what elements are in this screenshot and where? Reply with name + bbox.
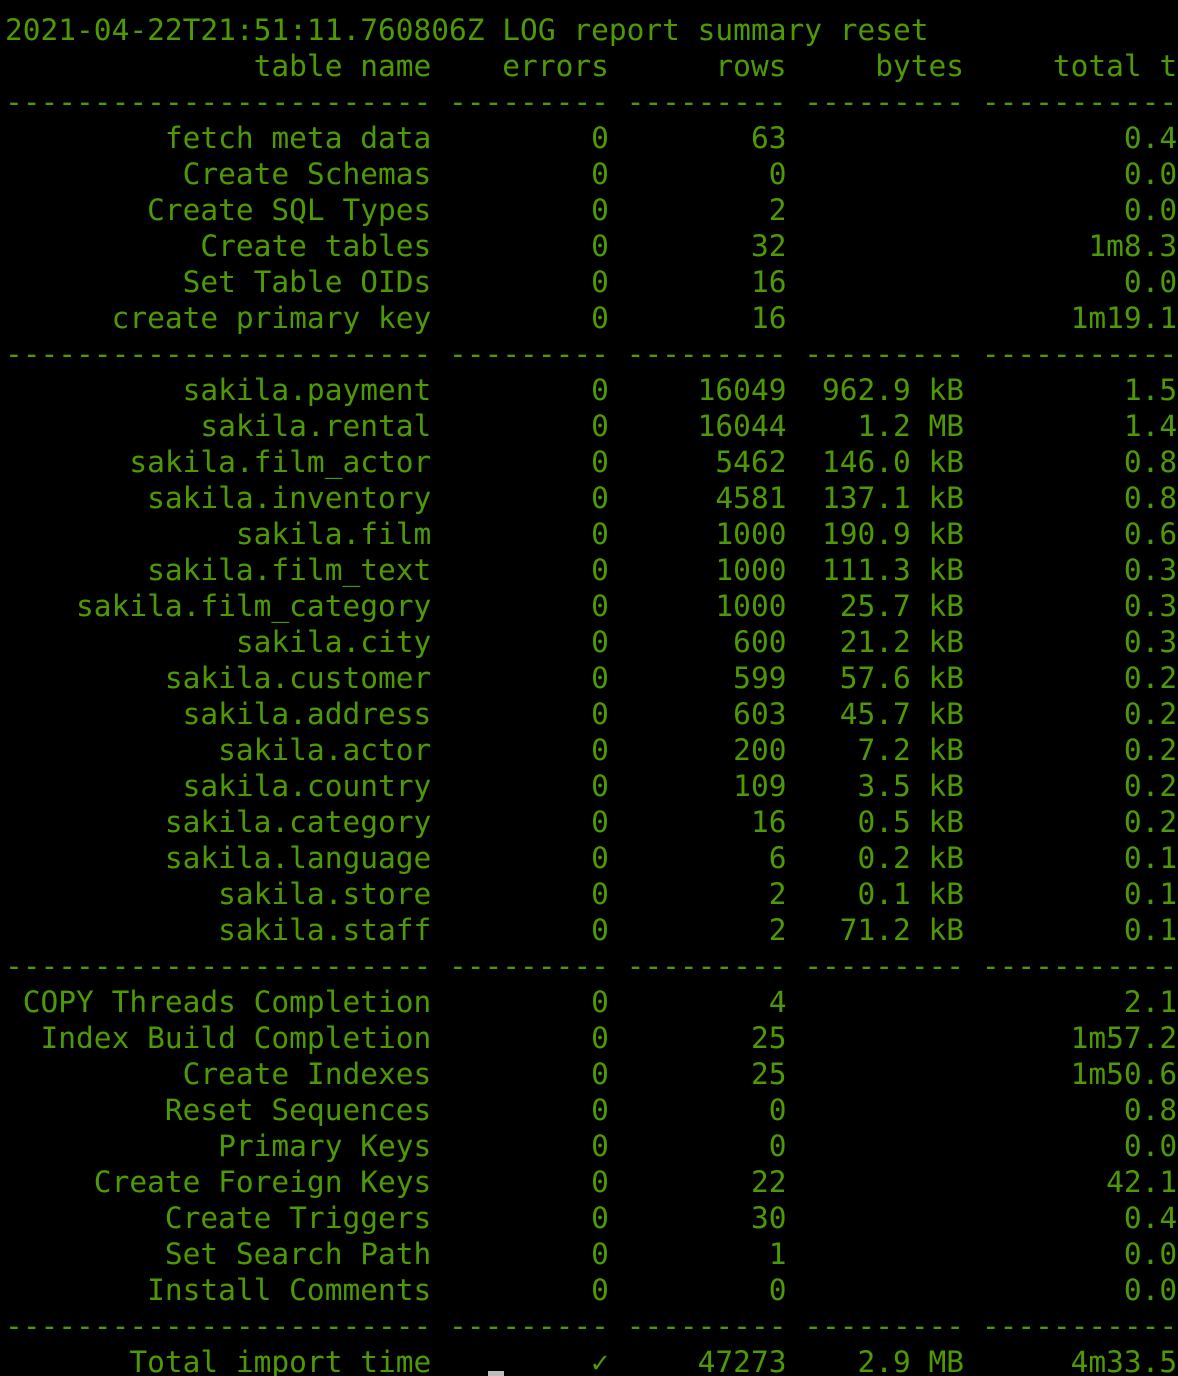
table-row: sakila.film_actor 0 5462 146.0 kB 0.805s (5, 445, 1178, 479)
table-row: Create Foreign Keys 0 22 42.154s (5, 1165, 1178, 1199)
table-row: Create Triggers 0 30 0.414s (5, 1201, 1178, 1235)
table-row: Index Build Completion 0 25 1m57.284s (5, 1021, 1178, 1055)
table-row: sakila.film_text 0 1000 111.3 kB 0.364s (5, 553, 1178, 587)
table-row: COPY Threads Completion 0 4 2.144s (5, 985, 1178, 1019)
table-row: sakila.rental 0 16044 1.2 MB 1.423s (5, 409, 1178, 443)
table-row: Reset Sequences 0 0 0.829s (5, 1093, 1178, 1127)
table-separator: ------------------------ --------- -----… (5, 85, 1178, 119)
table-separator: ------------------------ --------- -----… (5, 1309, 1178, 1343)
table-row: sakila.film 0 1000 190.9 kB 0.662s (5, 517, 1178, 551)
table-row: Total import time ✓ 47273 2.9 MB 4m33.52… (5, 1345, 1178, 1376)
log-header-line: 2021-04-22T21:51:11.760806Z LOG report s… (5, 13, 929, 47)
table-row: sakila.city 0 600 21.2 kB 0.301s (5, 625, 1178, 659)
terminal-screen: 2021-04-22T21:51:11.760806Z LOG report s… (5, 0, 1178, 1376)
table-row: Install Comments 0 0 0.000s (5, 1273, 1178, 1307)
table-row: sakila.actor 0 200 7.2 kB 0.289s (5, 733, 1178, 767)
table-separator: ------------------------ --------- -----… (5, 337, 1178, 371)
table-row: sakila.inventory 0 4581 137.1 kB 0.832s (5, 481, 1178, 515)
table-row: sakila.language 0 6 0.2 kB 0.194s (5, 841, 1178, 875)
clipped-log-line (5, 0, 1178, 12)
table-separator: ------------------------ --------- -----… (5, 949, 1178, 983)
table-row: sakila.category 0 16 0.5 kB 0.221s (5, 805, 1178, 839)
table-row: Primary Keys 0 0 0.000s (5, 1129, 1178, 1163)
table-row: Set Search Path 0 1 0.010s (5, 1237, 1178, 1271)
table-row: sakila.staff 0 2 71.2 kB 0.195s (5, 913, 1178, 947)
table-row: sakila.film_category 0 1000 25.7 kB 0.32… (5, 589, 1178, 623)
table-row: Create tables 0 32 1m8.308s (5, 229, 1178, 263)
table-row: Set Table OIDs 0 16 0.008s (5, 265, 1178, 299)
table-row: sakila.address 0 603 45.7 kB 0.252s (5, 697, 1178, 731)
table-row: create primary key 0 16 1m19.134s (5, 301, 1178, 335)
table-row: sakila.payment 0 16049 962.9 kB 1.504s (5, 373, 1178, 407)
table-row: sakila.store 0 2 0.1 kB 0.199s (5, 877, 1178, 911)
table-row: sakila.customer 0 599 57.6 kB 0.266s (5, 661, 1178, 695)
table-row: Create Schemas 0 0 0.027s (5, 157, 1178, 191)
table-row: fetch meta data 0 63 0.433s (5, 121, 1178, 155)
text-cursor (488, 1371, 504, 1376)
table-row: sakila.country 0 109 3.5 kB 0.243s (5, 769, 1178, 803)
table-header-row: table name errors rows bytes total time (5, 49, 1178, 83)
table-row: Create SQL Types 0 2 0.077s (5, 193, 1178, 227)
table-row: Create Indexes 0 25 1m50.689s (5, 1057, 1178, 1091)
